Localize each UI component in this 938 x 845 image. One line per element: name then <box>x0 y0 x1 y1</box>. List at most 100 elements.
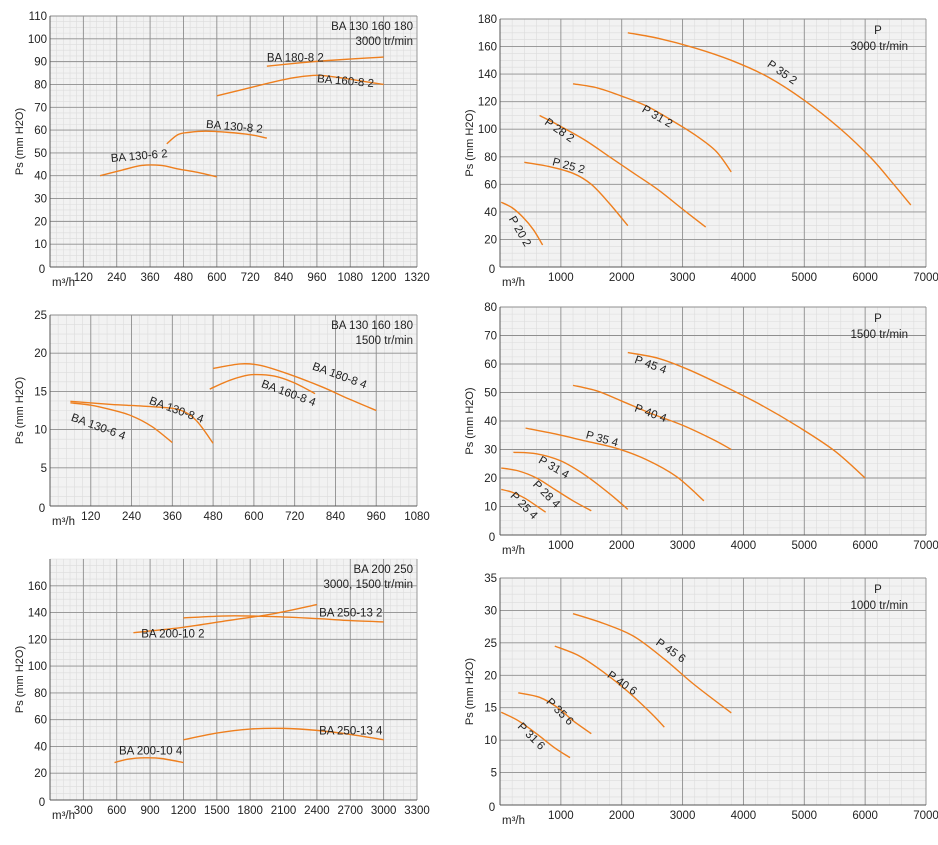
y-tick-label: 15 <box>34 386 47 398</box>
y-axis-label: Ps (mm H2O) <box>14 646 26 713</box>
x-tick-label: 7000 <box>913 810 938 822</box>
curve <box>114 757 184 764</box>
curve <box>501 467 592 512</box>
svg-text:1500 tr/min: 1500 tr/min <box>850 329 908 341</box>
x-tick-label: 840 <box>326 511 345 523</box>
x-tick-label: 2000 <box>609 540 635 552</box>
series-ba-250-13-4: BA 250-13 4 <box>183 725 384 741</box>
x-tick-label: 900 <box>140 805 159 817</box>
y-tick-label: 50 <box>484 388 497 400</box>
chart-annotation: BA 130 160 180 3000 tr/min <box>331 21 413 48</box>
y-tick-label: 70 <box>34 102 47 114</box>
curve-label: BA 130-8 2 <box>205 119 263 136</box>
x-tick-label: 120 <box>81 511 100 523</box>
y-axis-label: Ps (mm H2O) <box>464 658 476 725</box>
y-tick-label: 160 <box>478 42 497 54</box>
curve <box>99 164 217 178</box>
curve <box>183 615 384 623</box>
curve <box>501 488 547 513</box>
series-ba-200-10-2: BA 200-10 2 <box>133 603 318 640</box>
x-tick-label: 960 <box>367 511 386 523</box>
x-tick-label: 1200 <box>171 805 197 817</box>
x-tick-label: 3300 <box>404 805 430 817</box>
y-tick-label: 60 <box>34 125 47 137</box>
x-tick-label: 840 <box>274 272 293 284</box>
curve <box>524 161 629 227</box>
svg-text:P: P <box>874 584 882 596</box>
svg-text:BA 200 250: BA 200 250 <box>354 564 413 576</box>
chart-annotation: P 1000 tr/min <box>850 584 908 612</box>
x-tick-label: 7000 <box>913 540 938 552</box>
svg-text:1500 tr/min: 1500 tr/min <box>355 335 413 347</box>
y-tick-label: 80 <box>34 688 47 700</box>
origin-label: 0 <box>489 264 495 276</box>
x-axis-label: m³/h <box>52 810 75 822</box>
curve <box>500 201 544 246</box>
y-axis-label: Ps (mm H2O) <box>14 377 26 444</box>
curve <box>525 427 705 502</box>
x-axis-label: m³/h <box>52 277 75 289</box>
curve <box>539 114 707 228</box>
y-axis-label: Ps (mm H2O) <box>464 387 476 454</box>
curve <box>70 402 173 444</box>
y-tick-label: 60 <box>34 715 47 727</box>
y-tick-label: 180 <box>478 14 497 26</box>
series-ba-160-8-2: BA 160-8 2 <box>216 73 384 97</box>
y-tick-label: 40 <box>34 741 47 753</box>
x-tick-label: 3000 <box>670 272 696 284</box>
y-tick-label: 5 <box>491 768 497 780</box>
curve <box>572 613 732 714</box>
x-tick-label: 120 <box>74 272 93 284</box>
x-tick-label: 600 <box>207 272 226 284</box>
series-ba-250-13-2: BA 250-13 2 <box>183 608 384 623</box>
x-tick-label: 1000 <box>548 810 574 822</box>
y-tick-label: 40 <box>484 416 497 428</box>
x-tick-label: 1000 <box>548 540 574 552</box>
x-tick-label: 1200 <box>371 272 397 284</box>
x-tick-label: 7000 <box>913 272 938 284</box>
origin-label: 0 <box>39 503 45 515</box>
x-tick-label: 3000 <box>371 805 397 817</box>
curve <box>183 727 384 741</box>
svg-text:3000 tr/min: 3000 tr/min <box>850 41 908 53</box>
x-tick-label: 5000 <box>791 272 817 284</box>
x-tick-label: 360 <box>163 511 182 523</box>
x-tick-label: 480 <box>204 511 223 523</box>
series-ba-130-8-2: BA 130-8 2 <box>166 119 268 145</box>
curve-label: BA 250-13 2 <box>319 608 382 620</box>
x-tick-label: 240 <box>107 272 126 284</box>
svg-text:P: P <box>874 25 882 37</box>
x-tick-label: 6000 <box>852 272 878 284</box>
chart-annotation: BA 130 160 180 1500 tr/min <box>331 320 413 347</box>
svg-text:3000, 1500 tr/min: 3000, 1500 tr/min <box>323 579 413 591</box>
svg-text:1000 tr/min: 1000 tr/min <box>850 600 908 612</box>
curve <box>513 451 629 510</box>
y-tick-label: 10 <box>34 425 47 437</box>
curve <box>500 711 571 759</box>
y-tick-label: 80 <box>484 302 497 314</box>
y-tick-label: 20 <box>484 234 497 246</box>
curve <box>166 130 268 145</box>
chart-1: 120 240 360 480 600 720 840 960 1080 1200 13201020… <box>14 11 430 289</box>
x-axis-label: m³/h <box>52 516 75 528</box>
y-tick-label: 10 <box>484 502 497 514</box>
curve <box>212 362 377 412</box>
origin-label: 0 <box>489 532 495 544</box>
x-tick-label: 2000 <box>609 810 635 822</box>
x-tick-label: 2400 <box>304 805 330 817</box>
y-tick-label: 30 <box>484 605 497 617</box>
curve-label: BA 200-10 4 <box>119 745 183 757</box>
y-tick-label: 140 <box>478 69 497 81</box>
curve <box>572 384 732 451</box>
curve <box>627 351 866 479</box>
chart-annotation: P 1500 tr/min <box>850 313 908 341</box>
y-tick-label: 80 <box>34 79 47 91</box>
y-tick-label: 30 <box>34 194 47 206</box>
origin-label: 0 <box>39 797 45 809</box>
x-tick-label: 3000 <box>670 540 696 552</box>
y-tick-label: 100 <box>478 124 497 136</box>
x-tick-label: 360 <box>140 272 159 284</box>
x-tick-label: 240 <box>122 511 141 523</box>
x-tick-label: 1000 <box>548 272 574 284</box>
curve <box>209 373 316 395</box>
